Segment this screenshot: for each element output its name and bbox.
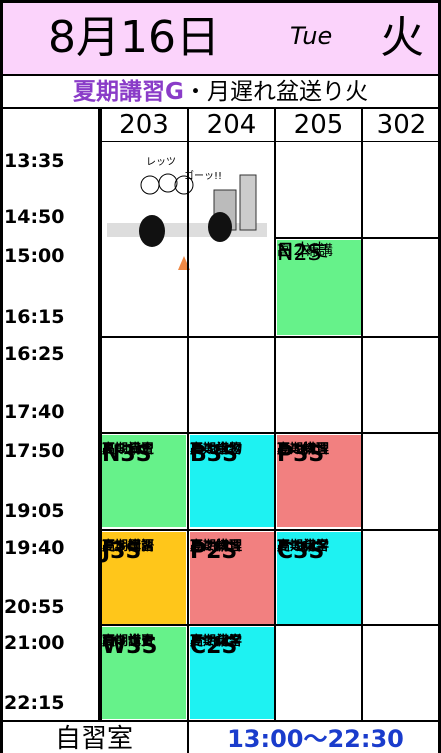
time: 16:15 (4, 306, 65, 328)
class-bottom: 夏期講習 (190, 634, 243, 649)
footer-hours: 13:00〜22:30 (227, 725, 404, 753)
footer-label: 自習室 (54, 724, 133, 753)
header-band (0, 0, 441, 75)
class-code: C2S (190, 634, 238, 659)
rule (0, 107, 441, 109)
room: 204 (206, 110, 257, 140)
time: 22:15 (4, 692, 65, 714)
rule (0, 74, 441, 76)
rule (100, 432, 441, 434)
time: 16:25 (4, 343, 65, 365)
time: 14:50 (4, 206, 65, 228)
rule (100, 141, 441, 142)
class-code: C3S (277, 539, 325, 564)
class-bottom: 夏期講習 (190, 442, 243, 457)
time: 13:35 (4, 150, 65, 172)
class-top: 高２物理 (190, 539, 243, 554)
column-line (187, 108, 189, 753)
class-block: 高３国語 J3S 夏期講習 (102, 532, 186, 624)
class-code: P3S (277, 442, 325, 467)
class-code: P2S (190, 539, 238, 564)
room: 302 (376, 110, 427, 140)
class-bottom: 夏期講習 (190, 539, 243, 554)
event: 夏期講習G (73, 79, 184, 105)
class-bottom: 夏期講習 (102, 442, 155, 457)
class-code: N2S (277, 241, 322, 266)
class-top: 高３化学 (277, 539, 330, 554)
class-top: 高３物理 (277, 442, 330, 457)
class-block: 高３日史 N3S 夏期講習 (102, 435, 186, 527)
date: 8月16日 (48, 12, 220, 63)
rule (0, 720, 441, 722)
border (0, 0, 441, 3)
column-line (361, 108, 363, 720)
class-bottom: 夏期講習 (102, 634, 155, 649)
class-top: 高３生物 (190, 442, 243, 457)
class-bottom: 夏期講習 (277, 539, 330, 554)
class-bottom: 夏期講習 (102, 539, 155, 554)
time: 17:50 (4, 440, 65, 462)
class-code: J3S (102, 539, 142, 564)
class-bottom: 日本史 (277, 241, 328, 261)
border (0, 0, 3, 753)
class-code: N3S (102, 442, 152, 467)
class-top: 高３国語 (102, 539, 155, 554)
class-block: 高３世史 W3S 夏期講習 (102, 627, 186, 719)
class-top: 高３世史 (102, 634, 155, 649)
image-text: レッツ (146, 157, 176, 168)
class-block: 高２物理 P2S 夏期講習 (190, 532, 274, 624)
class-block: 高２化学 C2S 夏期講習 (190, 627, 274, 719)
class-top: 高３日史 (102, 442, 155, 457)
class-block: 高３化学 C3S 夏期講習 (277, 532, 361, 624)
class-top: 高２化学 (190, 634, 243, 649)
subtitle: 夏期講習G・月遅れ盆送り火 (0, 76, 441, 108)
class-code: W3S (102, 634, 158, 659)
class-bottom: 夏期講習 (277, 442, 330, 457)
class-code: B3S (190, 442, 238, 467)
column-line (98, 108, 102, 720)
class-block: 高３物理 P3S 夏期講習 (277, 435, 361, 527)
column-line (274, 108, 276, 720)
time: 17:40 (4, 401, 65, 423)
rule (100, 624, 441, 626)
weekday-jp: 火 (380, 12, 424, 63)
rule (275, 237, 441, 239)
rule (100, 336, 441, 338)
time: 20:55 (4, 596, 65, 618)
room: 203 (119, 110, 169, 140)
time: 21:00 (4, 632, 65, 654)
class-block: 高２補講 N2S 日本史 (277, 240, 361, 335)
time: 15:00 (4, 245, 65, 267)
room: 205 (293, 110, 344, 140)
weekday-en: Tue (290, 22, 333, 50)
rule (100, 529, 441, 531)
note: ・月遅れ盆送り火 (183, 79, 368, 105)
image-text: ゴーッ!! (184, 169, 222, 182)
class-top: 高２補講 (277, 243, 333, 259)
time: 19:40 (4, 537, 65, 559)
time: 19:05 (4, 500, 65, 522)
class-block: 高３生物 B3S 夏期講習 (190, 435, 274, 527)
border (438, 0, 441, 753)
